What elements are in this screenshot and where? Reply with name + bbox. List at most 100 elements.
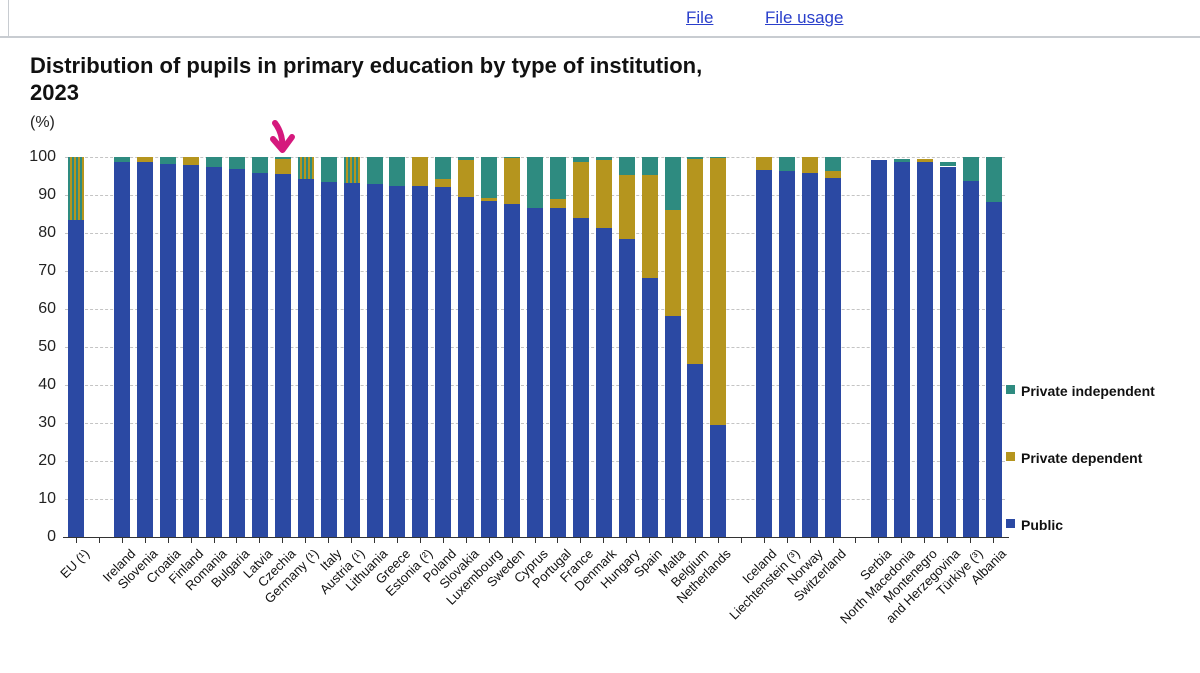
bar-bulgaria-public [228,168,245,537]
bar-liechtenstein-public [779,170,796,537]
annotation-arrow-czechia-icon [270,120,295,153]
x-axis-tick [717,538,719,543]
y-axis-tick-label: 20 [38,452,56,469]
x-axis-tick [832,538,834,543]
bar-netherlands-public [710,424,727,537]
y-axis-tick-label: 90 [38,186,56,203]
content-left-border [8,0,9,36]
tab-file-usage[interactable]: File usage [765,8,844,27]
tab-file[interactable]: File [686,8,714,27]
bar-luxembourg-public [481,201,498,537]
x-axis-tick [465,538,467,543]
private-dependent-swatch-icon [1006,452,1015,461]
bar-hungary-private-dependent [618,174,635,240]
y-axis-tick-label: 0 [47,528,56,545]
bar-slovakia-private-dependent [458,160,475,197]
bar-latvia-public [251,172,268,537]
x-axis-tick [603,538,605,543]
bar-netherlands-private-dependent [710,158,727,425]
bar-cyprus-public [527,207,543,537]
bar-hungary-private-independent [618,157,635,175]
x-axis-tick [557,538,559,543]
bar-eu-public [68,220,85,537]
x-axis-tick [259,538,261,543]
bar-netherlands-private-independent [710,157,727,159]
y-axis-tick-label: 60 [38,300,56,317]
x-axis-tick [442,538,444,543]
bar-portugal-private-independent [549,157,566,199]
bar-czechia-private-independent [274,157,291,160]
bar-montenegro-private-dependent [916,158,933,163]
bar-portugal-public [549,208,566,537]
bar-greece-public [389,185,406,537]
bar-slovenia-public [137,162,154,537]
bar-cyprus-private-independent [527,157,543,208]
bar-t-rkiye-public [962,181,979,537]
bar-france-public [572,217,589,537]
bar-italy-private-independent [320,157,337,183]
bar-and-herzegovina-public [939,166,956,537]
legend-label: Private independent [1021,383,1155,399]
y-axis-tick-label: 40 [38,376,56,393]
bar-greece-private-independent [389,157,406,186]
x-axis-tick [190,538,192,543]
x-axis-tick [580,538,582,543]
x-axis-tick [809,538,811,543]
bar-estonia-private-dependent [412,157,429,187]
x-axis-tick [374,538,375,543]
bar-slovakia-public [458,196,475,537]
bar-bulgaria-private-independent [228,157,245,169]
bar-luxembourg-private-independent [481,157,498,198]
bar-lithuania-private-independent [366,157,383,185]
legend-item-public: Public [1006,515,1176,553]
bar-serbia-public [870,159,887,537]
bar-latvia-private-independent [251,157,268,173]
bar-slovenia-private-dependent [137,157,154,163]
bar-and-herzegovina-private-independent [939,161,956,167]
bar-t-rkiye-private-independent [962,157,979,182]
bar-malta-private-independent [664,157,681,210]
bar-spain-private-dependent [641,174,658,279]
bar-denmark-public [595,228,612,537]
bar-montenegro-public [916,162,933,537]
y-axis-tick-label: 100 [29,148,56,165]
x-axis-tick [328,538,330,543]
tabbar-divider [0,36,1200,38]
bar-croatia-public [160,163,177,537]
x-axis-tick [98,538,100,543]
y-axis-tick-label: 30 [38,414,56,431]
bar-germany-private-estimated [297,157,314,180]
bar-ireland-public [114,161,131,537]
bar-belgium-private-dependent [687,158,704,365]
y-axis-tick-label: 50 [38,338,56,355]
x-axis-tick [626,538,628,543]
bar-norway-public [802,172,819,537]
bar-italy-public [320,182,337,537]
bar-north-macedonia-private-independent [893,158,910,162]
bar-france-private-independent [572,157,589,162]
x-axis-tick [121,538,123,543]
x-label-eu: EU (¹) [56,546,93,582]
x-axis-tick [396,538,398,543]
x-axis-tick [786,538,788,543]
legend-label: Private dependent [1021,450,1143,466]
bar-switzerland-public [825,177,842,537]
bar-switzerland-private-dependent [825,171,842,178]
x-axis-tick [213,538,215,543]
x-axis-tick [649,538,651,543]
bar-denmark-private-independent [595,157,612,161]
x-axis-tick [740,538,742,543]
bar-czechia-public [274,173,291,537]
bar-albania-private-independent [985,157,1002,202]
x-axis-line [63,537,1009,538]
bar-finland-private-dependent [183,157,200,165]
chart-title-line2: 2023 [30,80,79,105]
bar-sweden-private-dependent [504,158,521,205]
x-axis-tick [167,538,169,543]
bar-sweden-private-independent [504,157,521,159]
bar-belgium-public [687,364,704,537]
x-axis-tick [351,538,353,543]
legend-item-private-independent: Private independent [1006,381,1176,419]
x-axis-tick [672,538,674,543]
bar-croatia-private-independent [160,157,177,164]
